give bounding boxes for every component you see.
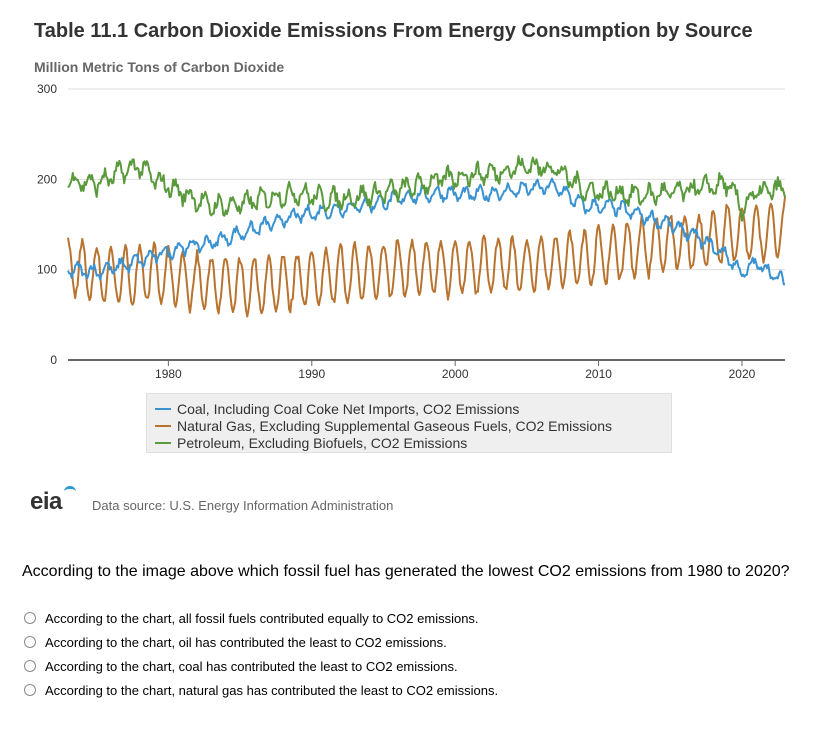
legend-entry-petroleum[interactable]: Petroleum, Excluding Biofuels, CO2 Emiss… — [155, 434, 671, 451]
series-line-petroleum — [67, 155, 786, 222]
eia-logo: eia — [30, 488, 62, 515]
eia-logo-swoosh — [64, 486, 76, 497]
legend-swatch-petroleum — [155, 441, 171, 444]
quiz-option-oil[interactable]: According to the chart, oil has contribu… — [24, 630, 498, 654]
chart-plot: 0 100 200 300 1980 1990 2000 2010 2020 — [37, 82, 786, 381]
x-tick-label: 2000 — [442, 367, 469, 381]
x-tick-label: 2020 — [729, 367, 756, 381]
option-label: According to the chart, coal has contrib… — [45, 658, 458, 674]
quiz-options: According to the chart, all fossil fuels… — [24, 606, 498, 702]
option-label: According to the chart, oil has contribu… — [45, 634, 447, 650]
quiz-question: According to the image above which fossi… — [22, 563, 790, 580]
legend-swatch-natural-gas — [155, 424, 171, 427]
legend-label-coal: Coal, Including Coal Coke Net Imports, C… — [177, 400, 520, 417]
legend-entry-coal[interactable]: Coal, Including Coal Coke Net Imports, C… — [155, 400, 671, 417]
series-line-coal — [67, 177, 786, 286]
chart-legend: Coal, Including Coal Coke Net Imports, C… — [146, 393, 672, 453]
radio-button[interactable] — [24, 612, 36, 624]
legend-entry-natural-gas[interactable]: Natural Gas, Excluding Supplemental Gase… — [155, 417, 671, 434]
chart-title: Table 11.1 Carbon Dioxide Emissions From… — [34, 20, 753, 42]
radio-button[interactable] — [24, 660, 36, 672]
y-tick-label: 200 — [37, 172, 57, 186]
x-tick-label: 1990 — [298, 367, 325, 381]
quiz-option-coal[interactable]: According to the chart, coal has contrib… — [24, 654, 498, 678]
legend-label-petroleum: Petroleum, Excluding Biofuels, CO2 Emiss… — [177, 434, 468, 451]
option-label: According to the chart, all fossil fuels… — [45, 610, 479, 626]
y-tick-label: 0 — [50, 353, 57, 367]
radio-button[interactable] — [24, 684, 36, 696]
option-label: According to the chart, natural gas has … — [45, 682, 499, 698]
y-tick-label: 300 — [37, 82, 57, 96]
y-axis-label: Million Metric Tons of Carbon Dioxide — [34, 59, 285, 75]
quiz-option-equal[interactable]: According to the chart, all fossil fuels… — [24, 606, 498, 630]
data-source-note: Data source: U.S. Energy Information Adm… — [92, 498, 394, 513]
radio-button[interactable] — [24, 636, 36, 648]
quiz-option-natural-gas[interactable]: According to the chart, natural gas has … — [24, 678, 498, 702]
x-tick-label: 1980 — [155, 367, 182, 381]
series-line-natural-gas — [67, 196, 786, 318]
legend-swatch-coal — [155, 407, 171, 410]
x-tick-label: 2010 — [585, 367, 612, 381]
legend-label-natural-gas: Natural Gas, Excluding Supplemental Gase… — [177, 417, 612, 434]
y-tick-label: 100 — [37, 263, 57, 277]
